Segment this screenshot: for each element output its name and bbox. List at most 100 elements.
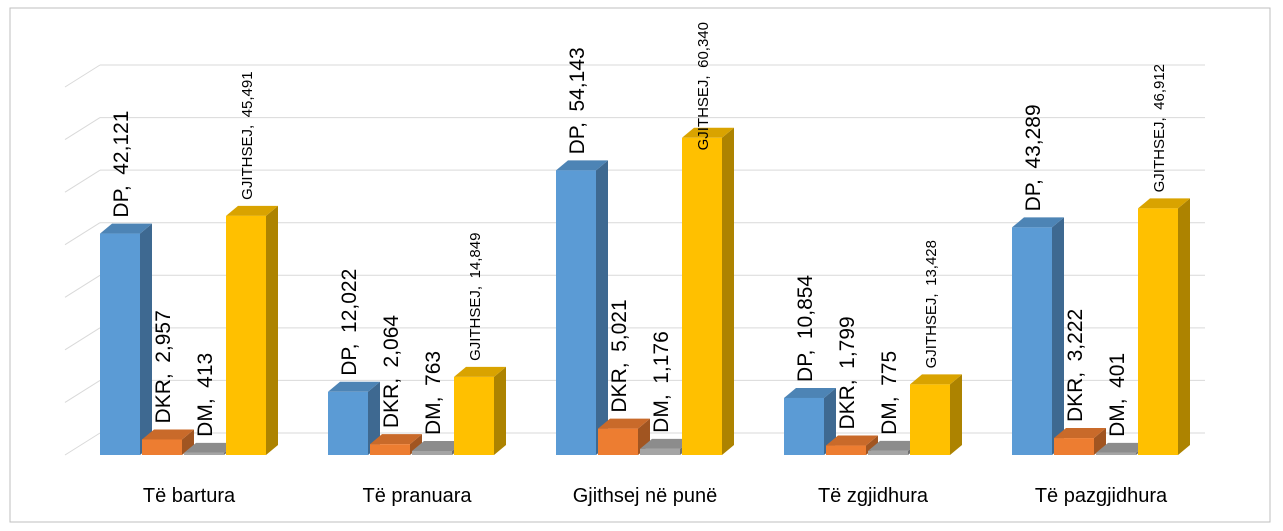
value-label: 3,222 [1064, 309, 1087, 362]
grid-depth-line [64, 64, 101, 88]
grid-depth-line [64, 117, 101, 140]
series-name: DP [110, 189, 133, 217]
bar-front [556, 170, 596, 455]
bar-front [454, 376, 494, 455]
grid-depth-line [64, 274, 101, 298]
bar-top [826, 435, 878, 446]
value-label: 54,143 [566, 47, 589, 111]
series-name: DP [1022, 183, 1045, 211]
value-label: 10,854 [794, 275, 817, 340]
grid-depth-line [64, 222, 101, 246]
bar-front [1096, 452, 1136, 455]
value-label: 5,021 [608, 299, 631, 352]
data-label: DM, 775 [878, 351, 901, 435]
x-tick-label: Të pazgjidhura [1035, 485, 1168, 507]
value-label: 60,340 [695, 22, 712, 68]
data-label: DP, 10,854 [794, 275, 817, 382]
bar-side [182, 429, 194, 455]
value-label: 1,799 [836, 316, 859, 369]
bar-top [1138, 198, 1190, 209]
grid-depth-line [64, 432, 101, 456]
value-label: 13,428 [923, 240, 940, 286]
data-label: GJITHSEJ, 14,849 [467, 233, 484, 361]
separator: , [194, 388, 217, 404]
bar-top [868, 440, 920, 451]
separator: , [794, 339, 817, 355]
bar-front [640, 448, 680, 455]
series-name: DM [194, 404, 217, 437]
bar-top [226, 205, 278, 216]
bar-front [370, 444, 410, 455]
series-name: DM [650, 400, 673, 433]
data-label: GJITHSEJ, 46,912 [1151, 64, 1168, 192]
bar-top [682, 127, 734, 138]
value-label: 45,491 [239, 71, 256, 117]
bar [556, 160, 608, 455]
series-name: GJITHSEJ [467, 290, 484, 361]
x-tick-label: Të bartura [143, 485, 236, 507]
x-tick-label: Gjithsej në punë [573, 485, 718, 507]
bar [370, 434, 422, 455]
value-label: 2,064 [380, 315, 403, 368]
bar-top [910, 374, 962, 385]
separator: , [422, 386, 445, 402]
bar-top [184, 442, 236, 453]
bar [226, 205, 278, 455]
bar [328, 381, 380, 455]
separator: , [923, 286, 940, 298]
bar [1054, 428, 1106, 455]
separator: , [1064, 361, 1087, 377]
bar-front [1138, 208, 1178, 455]
data-label: DP, 12,022 [338, 269, 361, 376]
bar-front [412, 450, 452, 455]
bar-side [494, 366, 506, 455]
separator: , [239, 117, 256, 129]
data-label: DP, 42,121 [110, 111, 133, 218]
separator: , [836, 369, 859, 385]
value-label: 775 [878, 351, 901, 386]
data-label: GJITHSEJ, 45,491 [239, 71, 256, 199]
bar [682, 127, 734, 455]
bar-side [824, 387, 836, 455]
bar-top [100, 223, 152, 234]
series-name: DM [1106, 404, 1129, 437]
bar-top [598, 418, 650, 429]
bar-top [370, 434, 422, 445]
bar-front [598, 428, 638, 455]
separator: , [1151, 110, 1168, 122]
series-name: GJITHSEJ [695, 80, 712, 151]
bar-front [184, 452, 224, 455]
separator: , [1106, 388, 1129, 404]
bar-side [410, 434, 422, 455]
bar-top [412, 440, 464, 451]
bar-side [1178, 198, 1190, 456]
data-label: DM, 401 [1106, 353, 1129, 437]
data-label: DKR, 2,957 [152, 310, 175, 423]
series-name: DKR [608, 368, 631, 412]
series-name: DP [794, 354, 817, 382]
bar [1012, 217, 1064, 455]
value-label: 1,176 [650, 331, 673, 384]
bar-front [328, 391, 368, 455]
grid-depth-line [64, 327, 101, 351]
series-name: GJITHSEJ [923, 298, 940, 369]
separator: , [650, 384, 673, 400]
bar [142, 429, 194, 455]
data-label: GJITHSEJ, 13,428 [923, 240, 940, 368]
series-name: DKR [380, 384, 403, 428]
bar-top [454, 366, 506, 377]
value-label: 42,121 [110, 111, 133, 175]
grid-depth-line [64, 169, 101, 193]
data-label: DKR, 1,799 [836, 316, 859, 429]
separator: , [1022, 169, 1045, 185]
bar-top [1096, 442, 1148, 453]
value-label: 401 [1106, 353, 1129, 388]
bar-side [266, 205, 278, 455]
series-name: DKR [836, 385, 859, 429]
bar-top [640, 438, 692, 449]
data-label: DKR, 2,064 [380, 315, 403, 429]
bar-top [1054, 428, 1106, 439]
value-label: 2,957 [152, 310, 175, 363]
separator: , [380, 367, 403, 383]
